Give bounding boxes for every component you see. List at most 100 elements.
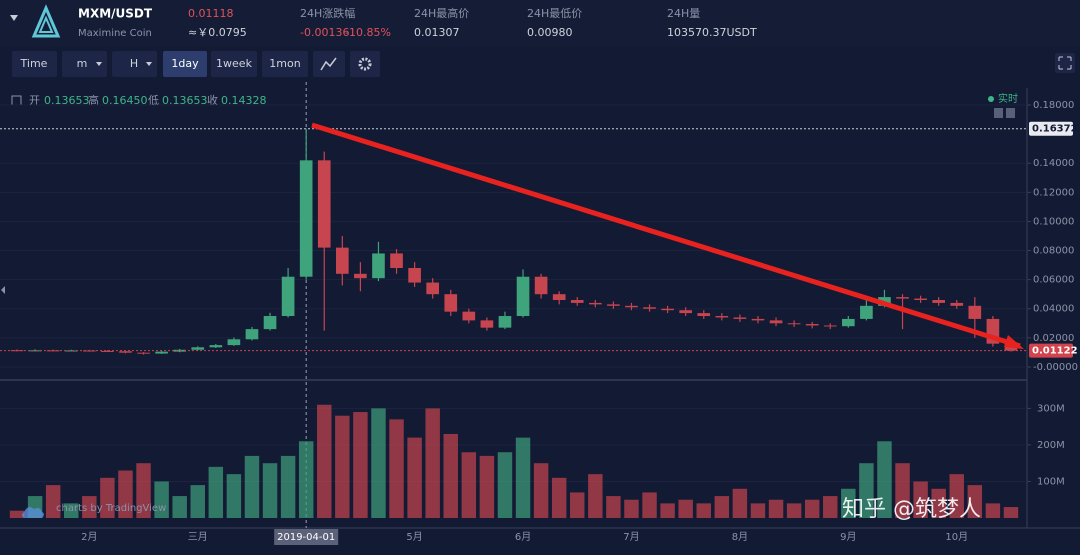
volume-bar	[280, 455, 296, 518]
x-tick-label: 2月	[81, 531, 97, 543]
button-label: 1mon	[269, 57, 300, 70]
volume-bar	[949, 474, 964, 518]
y-tick-label: 0.08000	[1033, 246, 1074, 257]
button[interactable]	[262, 51, 308, 77]
close: 0.14328	[221, 94, 267, 107]
change: -0.00136	[300, 26, 349, 39]
button[interactable]	[62, 51, 107, 77]
ohlc-legend: 开 0.13653 高 0.16450 低 0.13653 收 0.14328	[11, 93, 267, 107]
volume-bar	[226, 474, 242, 518]
candle-body	[552, 294, 566, 301]
volume-bar	[118, 470, 133, 518]
volume-bar	[64, 503, 79, 518]
settings-icon	[358, 57, 372, 71]
candle-body	[625, 305, 638, 308]
button-label: Time	[20, 57, 48, 70]
collapse-handle[interactable]	[1, 286, 5, 294]
x-tick-label: 10月	[945, 531, 968, 543]
y-tick-label: 0.04000	[1033, 304, 1074, 315]
price-tag-label: 0.16372	[1032, 124, 1078, 135]
button-label: 1day	[171, 57, 199, 70]
candle-body	[209, 345, 223, 348]
price-tag-label: 0.01122	[1032, 346, 1078, 357]
fullscreen-button[interactable]	[1055, 53, 1075, 73]
scroll-button[interactable]	[1006, 108, 1015, 118]
volume-bar	[714, 496, 730, 518]
volume-bar	[461, 452, 477, 518]
volume-tick-label: 300M	[1037, 403, 1065, 414]
settings-button[interactable]	[350, 51, 380, 77]
x-tick-label: 5月	[406, 531, 422, 543]
candle-body	[733, 317, 747, 319]
crosshair-label-bg	[274, 529, 339, 545]
volume-bar	[895, 463, 910, 518]
candle-body	[444, 294, 458, 312]
volume-bar	[389, 419, 404, 518]
open-label: 开	[29, 94, 40, 107]
y-tick-label: 0.06000	[1033, 275, 1074, 286]
candle-body	[860, 305, 873, 319]
pair: MXM/USDT	[78, 7, 153, 21]
candle-body	[661, 308, 674, 311]
volume-bar	[913, 481, 928, 518]
candle-body	[354, 273, 367, 279]
volume-bar	[678, 499, 693, 518]
x-tick-label: 三月	[188, 531, 208, 543]
volume-bar	[931, 488, 946, 518]
candle-body	[101, 350, 114, 352]
candle-body	[679, 310, 693, 314]
volume-label: 24H量	[667, 7, 700, 20]
volume-bar	[82, 496, 97, 518]
low-label: 24H最低价	[527, 7, 582, 20]
candle-body	[643, 307, 656, 309]
volume-bar	[642, 492, 657, 518]
trend-line	[311, 122, 1021, 349]
candle-body	[462, 311, 476, 321]
credit-text: charts by TradingView	[56, 503, 166, 514]
volume-bar	[985, 503, 1001, 518]
volume-bar	[732, 488, 748, 518]
high-label: 高	[88, 93, 99, 107]
legend-icon	[11, 95, 22, 106]
scroll-button[interactable]	[994, 108, 1003, 118]
button[interactable]	[12, 51, 57, 77]
candle-body	[173, 349, 187, 352]
volume-bar	[479, 455, 495, 518]
volume-tick-label: 200M	[1037, 440, 1065, 451]
volume-bar	[841, 488, 856, 518]
volume-bar	[533, 463, 549, 518]
candle-body	[408, 267, 421, 283]
y-tick-label: 0.18000	[1033, 100, 1074, 111]
volume-bar	[9, 510, 25, 518]
menu-arrow[interactable]	[10, 15, 18, 21]
button[interactable]	[112, 51, 157, 77]
coin-name: Maximine Coin	[78, 28, 152, 39]
candle-body	[245, 329, 259, 340]
y-tick-label: 0.14000	[1033, 158, 1074, 169]
candle-body	[281, 276, 295, 317]
price-cny: ≈￥0.0795	[188, 26, 247, 39]
change-pct: -10.85%	[345, 26, 391, 39]
volume-bar	[823, 496, 838, 518]
volume-bar	[768, 499, 784, 518]
button-active[interactable]	[163, 51, 207, 77]
volume-bar	[696, 503, 711, 518]
volume-bar	[606, 496, 621, 518]
credit: charts by TradingView	[22, 503, 166, 518]
volume-bar	[877, 441, 892, 518]
low: 0.00980	[527, 26, 573, 39]
button-label: m	[77, 57, 88, 70]
volume-bar	[1003, 507, 1019, 518]
button[interactable]	[211, 51, 257, 77]
volume-bar	[859, 463, 874, 518]
credit-logo	[22, 507, 44, 518]
volume-bar	[967, 485, 983, 518]
y-tick-label: 0.10000	[1033, 216, 1074, 227]
high: 0.01307	[414, 26, 460, 39]
candle-body	[299, 160, 313, 277]
low-label: 低	[148, 94, 159, 107]
candle-body	[914, 298, 927, 301]
volume-bar	[172, 496, 187, 518]
candle-body	[607, 304, 620, 306]
